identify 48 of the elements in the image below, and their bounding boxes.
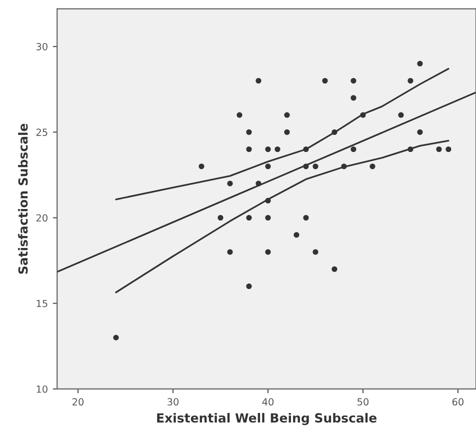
point (246, 214, 252, 221)
point (446, 146, 452, 152)
point (312, 164, 318, 170)
x-axis-title: Existential Well Being Subscale (157, 412, 377, 426)
y-tick-label: 15 (36, 300, 48, 308)
point (227, 180, 233, 186)
point (265, 249, 271, 255)
point (256, 78, 262, 84)
point (408, 78, 414, 84)
point (322, 78, 328, 84)
point (312, 249, 318, 255)
point (113, 334, 119, 340)
point (303, 214, 309, 221)
point (246, 283, 252, 290)
point (436, 146, 442, 152)
point (265, 164, 271, 170)
point (284, 129, 290, 135)
point (236, 112, 242, 118)
x-tick-label: 50 (358, 398, 369, 406)
point (265, 214, 271, 221)
x-tick-label: 60 (452, 398, 464, 406)
y-tick-label: 25 (36, 128, 48, 136)
point (417, 60, 423, 66)
x-tick-label: 20 (72, 398, 84, 406)
point (350, 95, 356, 101)
line-series (115, 68, 450, 200)
line-series (115, 140, 450, 294)
y-tick-label: 20 (36, 214, 48, 222)
point (246, 146, 252, 152)
point (350, 146, 356, 152)
point (398, 112, 404, 118)
point (198, 164, 204, 170)
point (284, 112, 290, 118)
point (227, 249, 233, 255)
point (370, 164, 376, 170)
y-tick-label: 30 (36, 42, 48, 50)
x-tick-label: 40 (262, 398, 274, 406)
y-axis-title: Satisfaction Subscale (18, 124, 28, 274)
point (332, 266, 338, 272)
point (350, 78, 356, 84)
point (294, 232, 300, 238)
x-tick-label: 30 (168, 398, 179, 406)
point (417, 129, 423, 135)
point (218, 214, 224, 221)
point (246, 129, 252, 135)
point (274, 146, 280, 152)
point (265, 146, 271, 152)
y-tick-label: 10 (36, 385, 48, 393)
